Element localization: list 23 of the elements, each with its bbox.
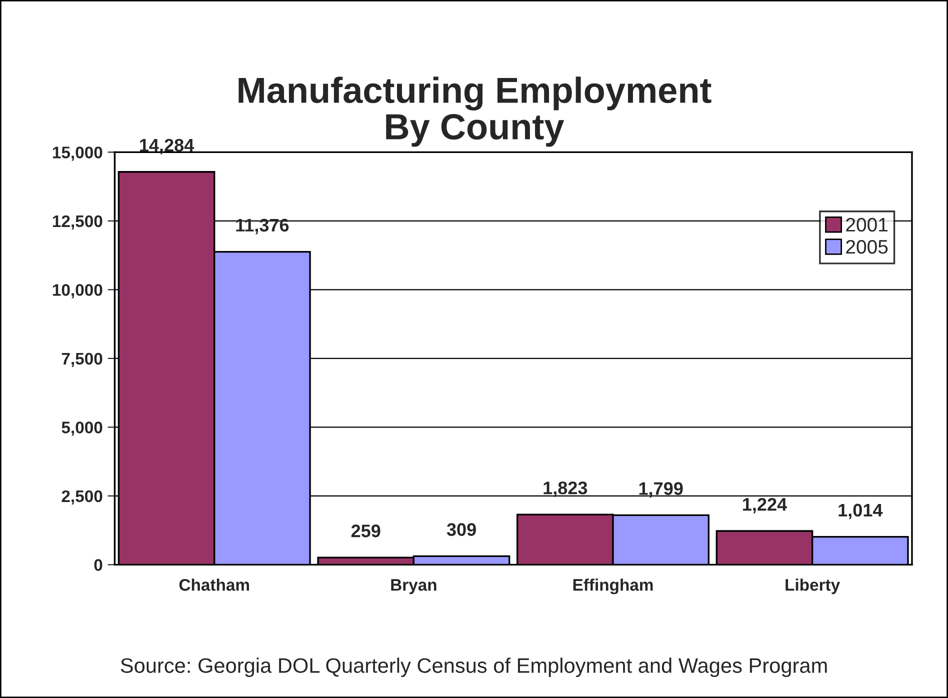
x-tick-label: Liberty — [786, 578, 840, 594]
y-tick-label: 12,500 — [52, 215, 102, 230]
y-tick-label: 5,000 — [62, 422, 102, 436]
x-tick-label: Effingham — [573, 578, 653, 594]
data-label: 14,284 — [140, 138, 194, 154]
x-tick-label: Bryan — [391, 579, 436, 594]
source-note: Source: Georgia DOL Quarterly Census of Employment and Wages Program — [120, 658, 827, 678]
chart-title: Manufacturing Employment By County — [238, 76, 712, 147]
y-tick-label: 7,500 — [62, 352, 102, 368]
y-tick-label: 2,500 — [62, 490, 102, 505]
legend-label: 2001 — [846, 218, 888, 232]
data-label: 1,799 — [639, 482, 683, 498]
legend-label: 2005 — [846, 240, 888, 254]
y-tick-label: 15,000 — [52, 146, 102, 161]
y-tick-label: 10,000 — [52, 284, 102, 298]
data-label: 1,224 — [743, 498, 787, 514]
y-tick-label: 0 — [94, 559, 102, 571]
x-tick-label: Chatham — [179, 578, 249, 591]
data-label: 1,823 — [544, 482, 588, 497]
data-label: 11,376 — [236, 218, 289, 234]
data-label: 259 — [351, 524, 380, 538]
data-label: 309 — [446, 523, 476, 536]
data-label: 1,014 — [838, 504, 883, 520]
